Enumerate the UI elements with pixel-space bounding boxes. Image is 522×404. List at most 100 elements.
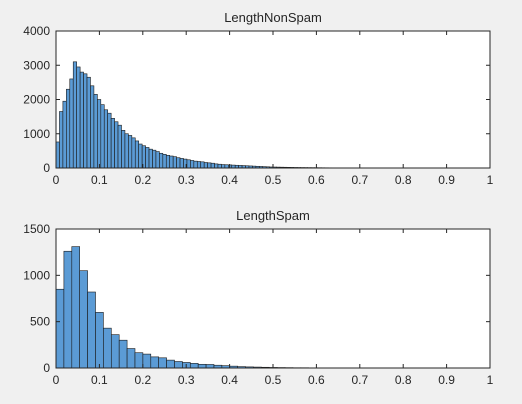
histogram-bar: [150, 356, 159, 369]
x-tick-label: 0.6: [308, 173, 325, 187]
histogram-bar: [66, 88, 71, 169]
histogram-bar: [152, 149, 157, 169]
x-tick-label: 0.6: [308, 373, 325, 387]
histogram-bar: [62, 100, 67, 169]
axes-background: [56, 229, 490, 368]
x-tick-label: 0.4: [221, 373, 238, 387]
histogram-bar: [110, 118, 115, 169]
histogram-bar: [134, 352, 144, 369]
histogram-bar: [126, 348, 136, 369]
histogram-bar: [59, 111, 64, 169]
y-tick-label: 500: [30, 315, 50, 329]
histogram-bar: [166, 359, 175, 369]
histogram-lengthnonspam: LengthNonSpam 0 0.1 0.2 0.3 0.4 0.5 0.6 0.7 0.8 0…: [23, 10, 493, 187]
histogram-bar: [97, 99, 102, 169]
histogram-bar: [174, 361, 183, 369]
histogram-bar: [83, 73, 88, 169]
histogram-bar: [103, 327, 112, 369]
histogram-bar: [124, 133, 129, 169]
x-tick-label: 0.5: [265, 373, 282, 387]
y-tick-label: 0: [43, 161, 50, 175]
histogram-bar: [145, 147, 150, 169]
x-tick-label: 0.3: [178, 173, 195, 187]
chart-title: LengthNonSpam: [224, 10, 322, 25]
x-tick-label: 0.3: [178, 373, 195, 387]
histogram-bar: [55, 141, 60, 169]
histogram-bar: [76, 66, 81, 169]
histogram-bar: [79, 71, 84, 169]
histogram-bar: [121, 130, 126, 169]
histogram-bar: [197, 363, 207, 369]
histogram-bar: [214, 163, 219, 169]
x-tick-label: 0.9: [438, 173, 455, 187]
histogram-bar: [186, 159, 191, 169]
x-tick-label: 0: [53, 373, 60, 387]
y-tick-label: 4000: [23, 24, 50, 38]
y-axis-ticks: 0 1000 2000 3000 4000: [23, 24, 490, 175]
histogram-bar: [148, 148, 153, 169]
histogram-bar: [72, 61, 77, 169]
histogram-bar: [189, 363, 199, 369]
x-tick-label: 0.8: [395, 173, 412, 187]
histogram-bar: [159, 152, 164, 169]
x-tick-label: 1: [487, 373, 494, 387]
histogram-lengthspam: LengthSpam 0 0.1 0.2 0.3 0.4 0.5 0.6 0.7 0.8 0.9 1…: [23, 208, 493, 387]
chart-title: LengthSpam: [236, 208, 310, 223]
x-axis-ticks: 0 0.1 0.2 0.3 0.4 0.5 0.6 0.7 0.8 0.9 1: [53, 31, 494, 187]
histogram-bar: [207, 162, 212, 169]
histogram-bar: [134, 140, 140, 169]
histogram-bar: [107, 112, 112, 169]
histogram-bar: [179, 158, 184, 169]
y-axis-ticks: 0 500 1000 1500: [23, 222, 490, 375]
x-tick-label: 0.1: [91, 173, 108, 187]
y-tick-label: 3000: [23, 58, 50, 72]
histogram-bar: [155, 151, 160, 169]
histogram-bar: [128, 135, 133, 169]
histogram-bar: [90, 85, 95, 169]
x-tick-label: 0.9: [438, 373, 455, 387]
x-tick-label: 0.2: [134, 373, 151, 387]
x-tick-label: 0.7: [351, 373, 368, 387]
histogram-bar: [55, 288, 65, 369]
histogram-bar: [117, 124, 122, 169]
histogram-bar: [196, 161, 202, 169]
histogram-bar: [100, 104, 105, 169]
x-tick-label: 0.5: [265, 173, 282, 187]
y-tick-label: 1000: [23, 268, 50, 282]
histogram-bar: [203, 162, 208, 169]
histogram-bar: [221, 164, 226, 169]
histogram-bar: [169, 155, 174, 169]
histogram-bar: [87, 291, 96, 369]
x-tick-label: 0.1: [91, 373, 108, 387]
histogram-bar: [158, 357, 167, 369]
histogram-bar: [118, 339, 128, 369]
histogram-bar: [162, 154, 167, 169]
histogram-bar: [86, 76, 91, 169]
histogram-bar: [63, 250, 73, 369]
histogram-bar: [142, 353, 152, 369]
histogram-bar: [217, 163, 222, 169]
x-axis-ticks: 0 0.1 0.2 0.3 0.4 0.5 0.6 0.7 0.8 0.9 1: [53, 229, 494, 387]
x-tick-label: 0: [53, 173, 60, 187]
histogram-bar: [114, 121, 119, 169]
histogram-bar: [200, 161, 205, 169]
histogram-bar: [172, 156, 177, 169]
histogram-bar: [69, 78, 74, 169]
x-tick-label: 0.4: [221, 173, 238, 187]
histogram-bar: [138, 143, 143, 169]
histogram-bar: [95, 312, 104, 369]
x-tick-label: 0.8: [395, 373, 412, 387]
y-tick-label: 1500: [23, 222, 50, 236]
histogram-bar: [176, 157, 181, 169]
x-tick-label: 0.7: [351, 173, 368, 187]
histogram-bar: [103, 109, 108, 169]
histogram-bar: [210, 162, 215, 169]
y-tick-label: 2000: [23, 93, 50, 107]
y-tick-label: 0: [43, 361, 50, 375]
histogram-bar: [110, 334, 120, 369]
histogram-bar: [190, 160, 195, 169]
histogram-bar: [205, 364, 215, 369]
histogram-bar: [165, 155, 171, 169]
y-tick-label: 1000: [23, 127, 50, 141]
